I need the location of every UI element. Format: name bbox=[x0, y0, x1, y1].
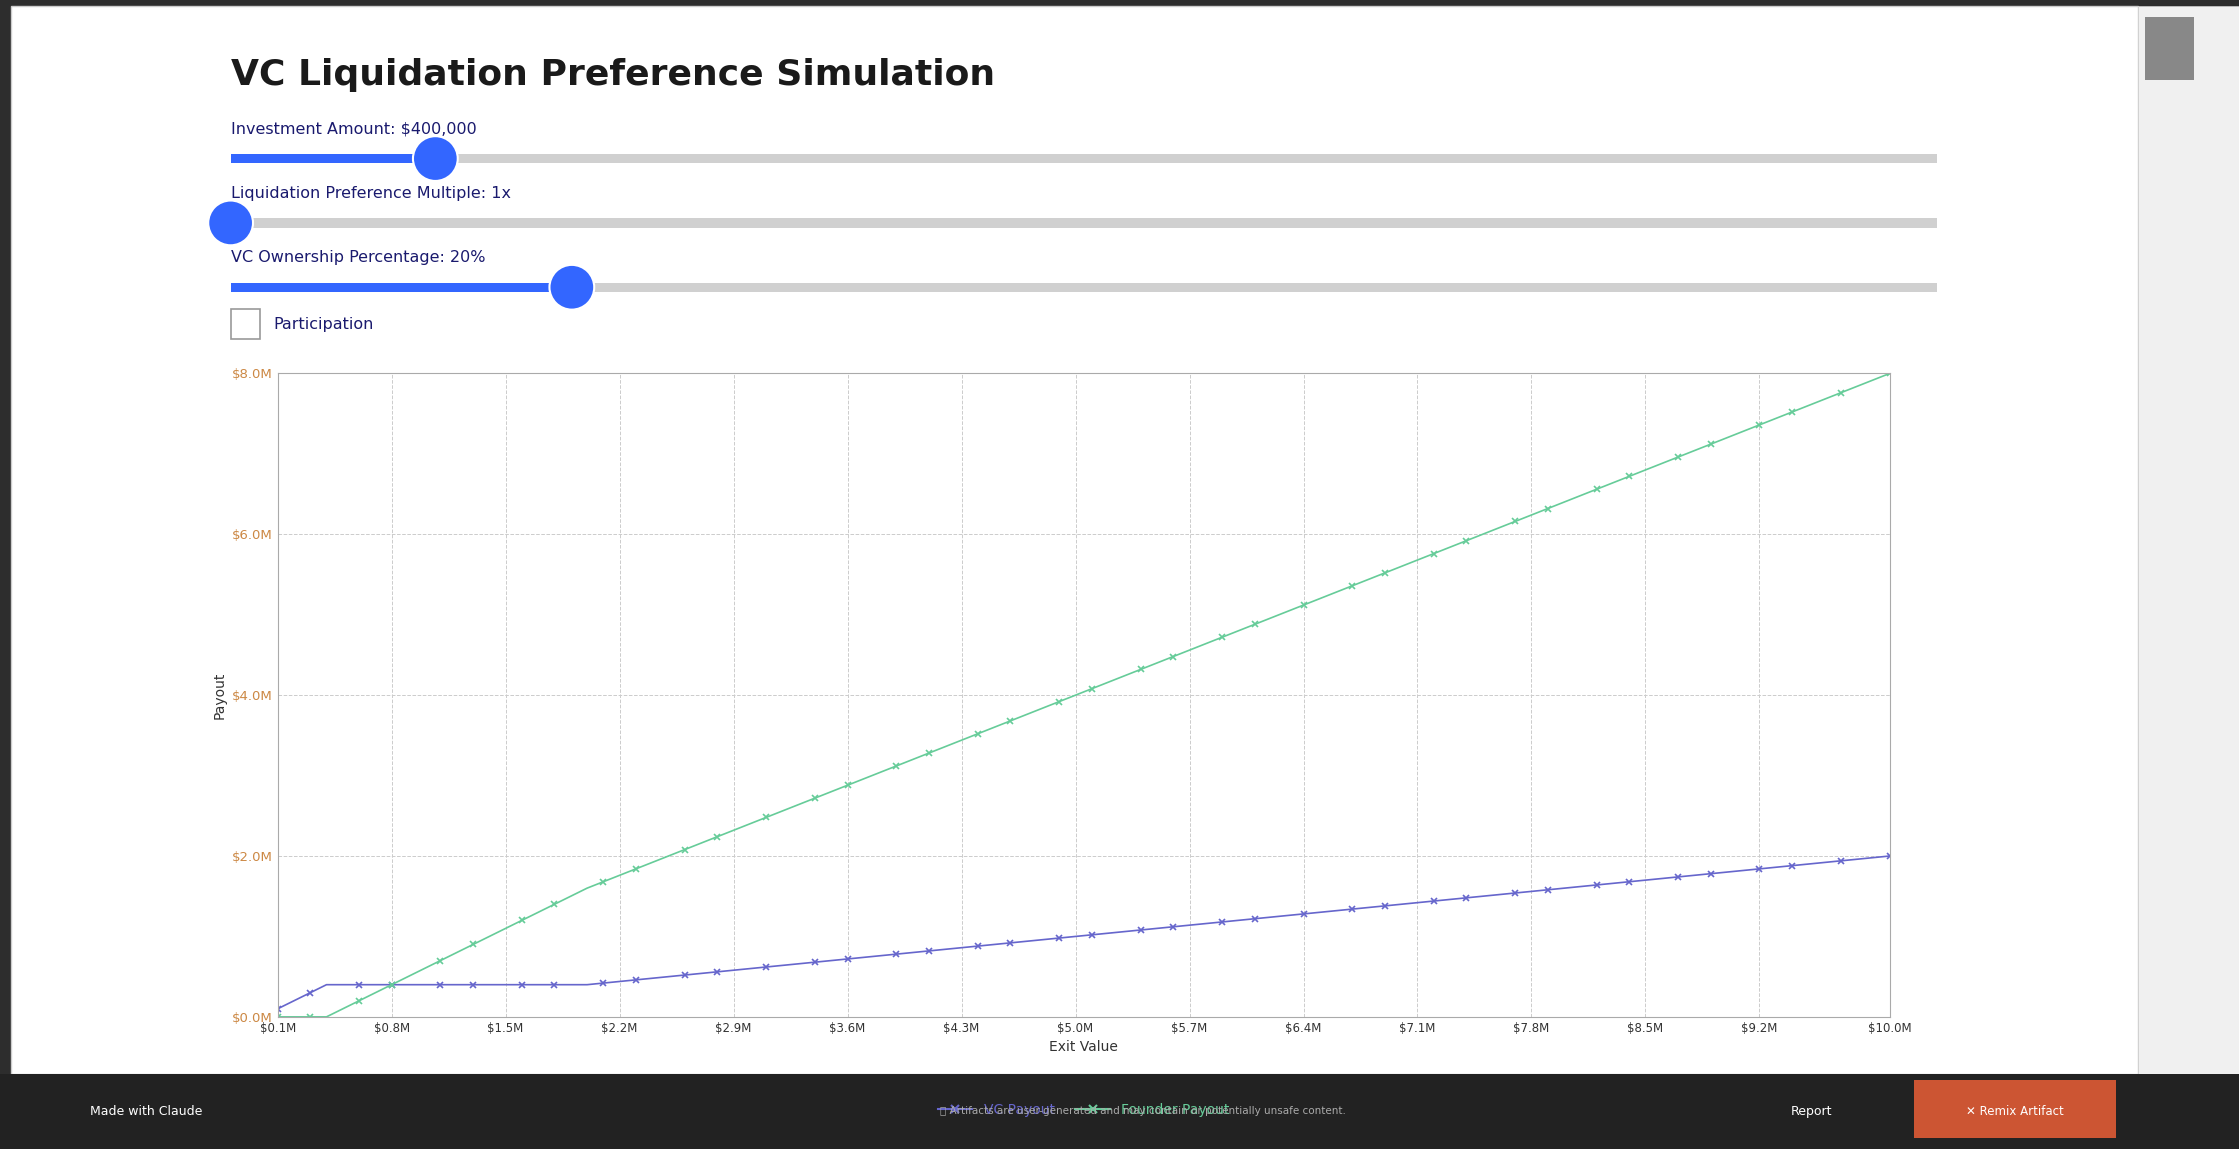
Text: Investment Amount: $400,000: Investment Amount: $400,000 bbox=[231, 121, 477, 137]
VC Payout bbox=[1095, 926, 1122, 940]
Founder Payout bbox=[1095, 676, 1122, 689]
X-axis label: Exit Value: Exit Value bbox=[1050, 1040, 1117, 1055]
Line: Founder Payout: Founder Payout bbox=[273, 370, 1894, 1020]
Founder Payout bbox=[1796, 399, 1823, 412]
VC Payout bbox=[638, 971, 665, 985]
Text: Report: Report bbox=[1791, 1104, 1834, 1118]
Legend: VC Payout, Founder Payout: VC Payout, Founder Payout bbox=[931, 1097, 1236, 1123]
Founder Payout bbox=[264, 1010, 291, 1024]
Line: VC Payout: VC Payout bbox=[273, 853, 1894, 1012]
VC Payout bbox=[1876, 849, 1903, 863]
Text: Participation: Participation bbox=[273, 316, 374, 332]
VC Payout bbox=[1225, 913, 1252, 927]
Text: VC Ownership Percentage: 20%: VC Ownership Percentage: 20% bbox=[231, 249, 486, 265]
VC Payout bbox=[264, 1002, 291, 1016]
VC Payout bbox=[1796, 857, 1823, 871]
Text: ✕ Remix Artifact: ✕ Remix Artifact bbox=[1966, 1104, 2064, 1118]
Founder Payout bbox=[573, 881, 600, 895]
Founder Payout bbox=[1876, 367, 1903, 380]
VC Payout bbox=[1746, 862, 1773, 876]
Text: Liquidation Preference Multiple: 1x: Liquidation Preference Multiple: 1x bbox=[231, 185, 510, 201]
Text: ⓘ Artifacts are user-generated and may contain or potentially unsafe content.: ⓘ Artifacts are user-generated and may c… bbox=[940, 1106, 1346, 1116]
Text: Made with Claude: Made with Claude bbox=[90, 1104, 202, 1118]
Founder Payout bbox=[1746, 418, 1773, 432]
Text: VC Liquidation Preference Simulation: VC Liquidation Preference Simulation bbox=[231, 57, 994, 92]
VC Payout bbox=[573, 978, 600, 992]
Y-axis label: Payout: Payout bbox=[213, 671, 226, 719]
Founder Payout bbox=[1225, 624, 1252, 638]
Founder Payout bbox=[638, 856, 665, 870]
